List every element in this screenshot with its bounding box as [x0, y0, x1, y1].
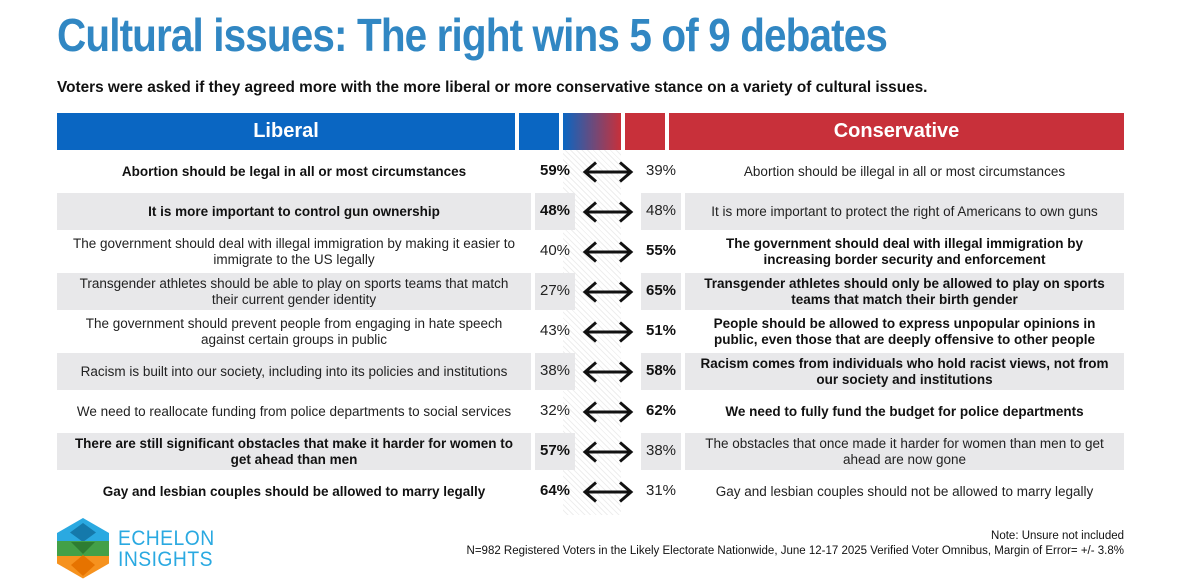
logo-hexagon-icon: [57, 518, 109, 579]
echelon-insights-logo: ECHELON INSIGHTS: [57, 518, 223, 579]
liberal-statement: The government should deal with illegal …: [73, 236, 515, 267]
comparison-table: Liberal Conservative Abortion should be …: [57, 113, 1124, 515]
conservative-percent: 58%: [641, 353, 681, 390]
conservative-statement: Abortion should be illegal in all or mos…: [743, 163, 1066, 179]
table-body: Abortion should be legal in all or most …: [57, 150, 1124, 515]
liberal-percent: 38%: [535, 353, 575, 390]
arrow-cell: [579, 153, 637, 190]
table-row: Abortion should be legal in all or most …: [57, 153, 1124, 190]
conservative-percent: 51%: [645, 322, 677, 340]
conservative-statement: The obstacles that once made it harder f…: [685, 433, 1124, 470]
table-row: We need to reallocate funding from polic…: [57, 393, 1124, 430]
conservative-header: Conservative: [669, 113, 1124, 150]
conservative-percent: 65%: [641, 273, 681, 310]
liberal-statement: Abortion should be legal in all or most …: [121, 163, 467, 179]
table-row: Gay and lesbian couples should be allowe…: [57, 473, 1124, 510]
conservative-percent: 31%: [645, 482, 677, 500]
double-arrow-icon: [582, 320, 634, 343]
table-row: Transgender athletes should be able to p…: [57, 273, 1124, 310]
liberal-statement: It is more important to control gun owne…: [57, 193, 531, 230]
double-arrow-icon: [582, 200, 634, 223]
table-row: The government should prevent people fro…: [57, 313, 1124, 350]
liberal-percent: 27%: [535, 273, 575, 310]
arrow-cell: [579, 433, 637, 470]
arrow-cell: [579, 393, 637, 430]
table-row: It is more important to control gun owne…: [57, 193, 1124, 230]
liberal-percent: 64%: [539, 482, 571, 500]
table-row: Racism is built into our society, includ…: [57, 353, 1124, 390]
conservative-percent: 39%: [645, 162, 677, 180]
logo-line-insights: INSIGHTS: [118, 547, 213, 571]
arrow-cell: [579, 233, 637, 270]
double-arrow-icon: [582, 240, 634, 263]
liberal-statement: Transgender athletes should be able to p…: [57, 273, 531, 310]
liberal-statement: Racism is built into our society, includ…: [57, 353, 531, 390]
table-header-row: Liberal Conservative: [57, 113, 1124, 150]
conservative-percent: 55%: [645, 242, 677, 260]
conservative-statement: It is more important to protect the righ…: [685, 193, 1124, 230]
liberal-statement: There are still significant obstacles th…: [57, 433, 531, 470]
double-arrow-icon: [582, 480, 634, 503]
arrow-cell: [579, 353, 637, 390]
liberal-percent-header: [519, 113, 559, 150]
double-arrow-icon: [582, 400, 634, 423]
double-arrow-icon: [582, 360, 634, 383]
liberal-percent: 59%: [539, 162, 571, 180]
note-unsure: Note: Unsure not included: [991, 530, 1124, 542]
footnotes: Note: Unsure not included N=982 Register…: [467, 529, 1124, 559]
liberal-statement: The government should prevent people fro…: [85, 316, 503, 347]
arrow-cell: [579, 313, 637, 350]
logo-line-echelon: ECHELON: [118, 526, 215, 550]
conservative-percent: 38%: [641, 433, 681, 470]
liberal-percent: 48%: [535, 193, 575, 230]
liberal-percent: 32%: [539, 402, 571, 420]
liberal-statement: Gay and lesbian couples should be allowe…: [102, 483, 486, 499]
arrow-cell: [579, 273, 637, 310]
arrow-cell: [579, 193, 637, 230]
page-subtitle: Voters were asked if they agreed more wi…: [57, 79, 928, 96]
conservative-percent: 62%: [645, 402, 677, 420]
gradient-header-cell: [563, 113, 621, 150]
double-arrow-icon: [582, 160, 634, 183]
conservative-percent-header: [625, 113, 665, 150]
conservative-statement: The government should deal with illegal …: [725, 236, 1084, 267]
table-row: The government should deal with illegal …: [57, 233, 1124, 270]
liberal-percent: 43%: [539, 322, 571, 340]
logo-wordmark: ECHELON INSIGHTS: [118, 528, 215, 570]
double-arrow-icon: [582, 440, 634, 463]
conservative-statement: Gay and lesbian couples should not be al…: [715, 483, 1094, 499]
page-title: Cultural issues: The right wins 5 of 9 d…: [57, 9, 888, 61]
conservative-statement: Racism comes from individuals who hold r…: [685, 353, 1124, 390]
conservative-statement: People should be allowed to express unpo…: [713, 316, 1096, 347]
conservative-statement: We need to fully fund the budget for pol…: [725, 403, 1084, 419]
liberal-percent: 40%: [539, 242, 571, 260]
conservative-statement: Transgender athletes should only be allo…: [685, 273, 1124, 310]
conservative-percent: 48%: [641, 193, 681, 230]
liberal-percent: 57%: [535, 433, 575, 470]
note-methodology: N=982 Registered Voters in the Likely El…: [466, 545, 1124, 558]
double-arrow-icon: [582, 280, 634, 303]
liberal-header: Liberal: [57, 113, 515, 150]
table-row: There are still significant obstacles th…: [57, 433, 1124, 470]
liberal-statement: We need to reallocate funding from polic…: [76, 403, 512, 419]
arrow-cell: [579, 473, 637, 510]
